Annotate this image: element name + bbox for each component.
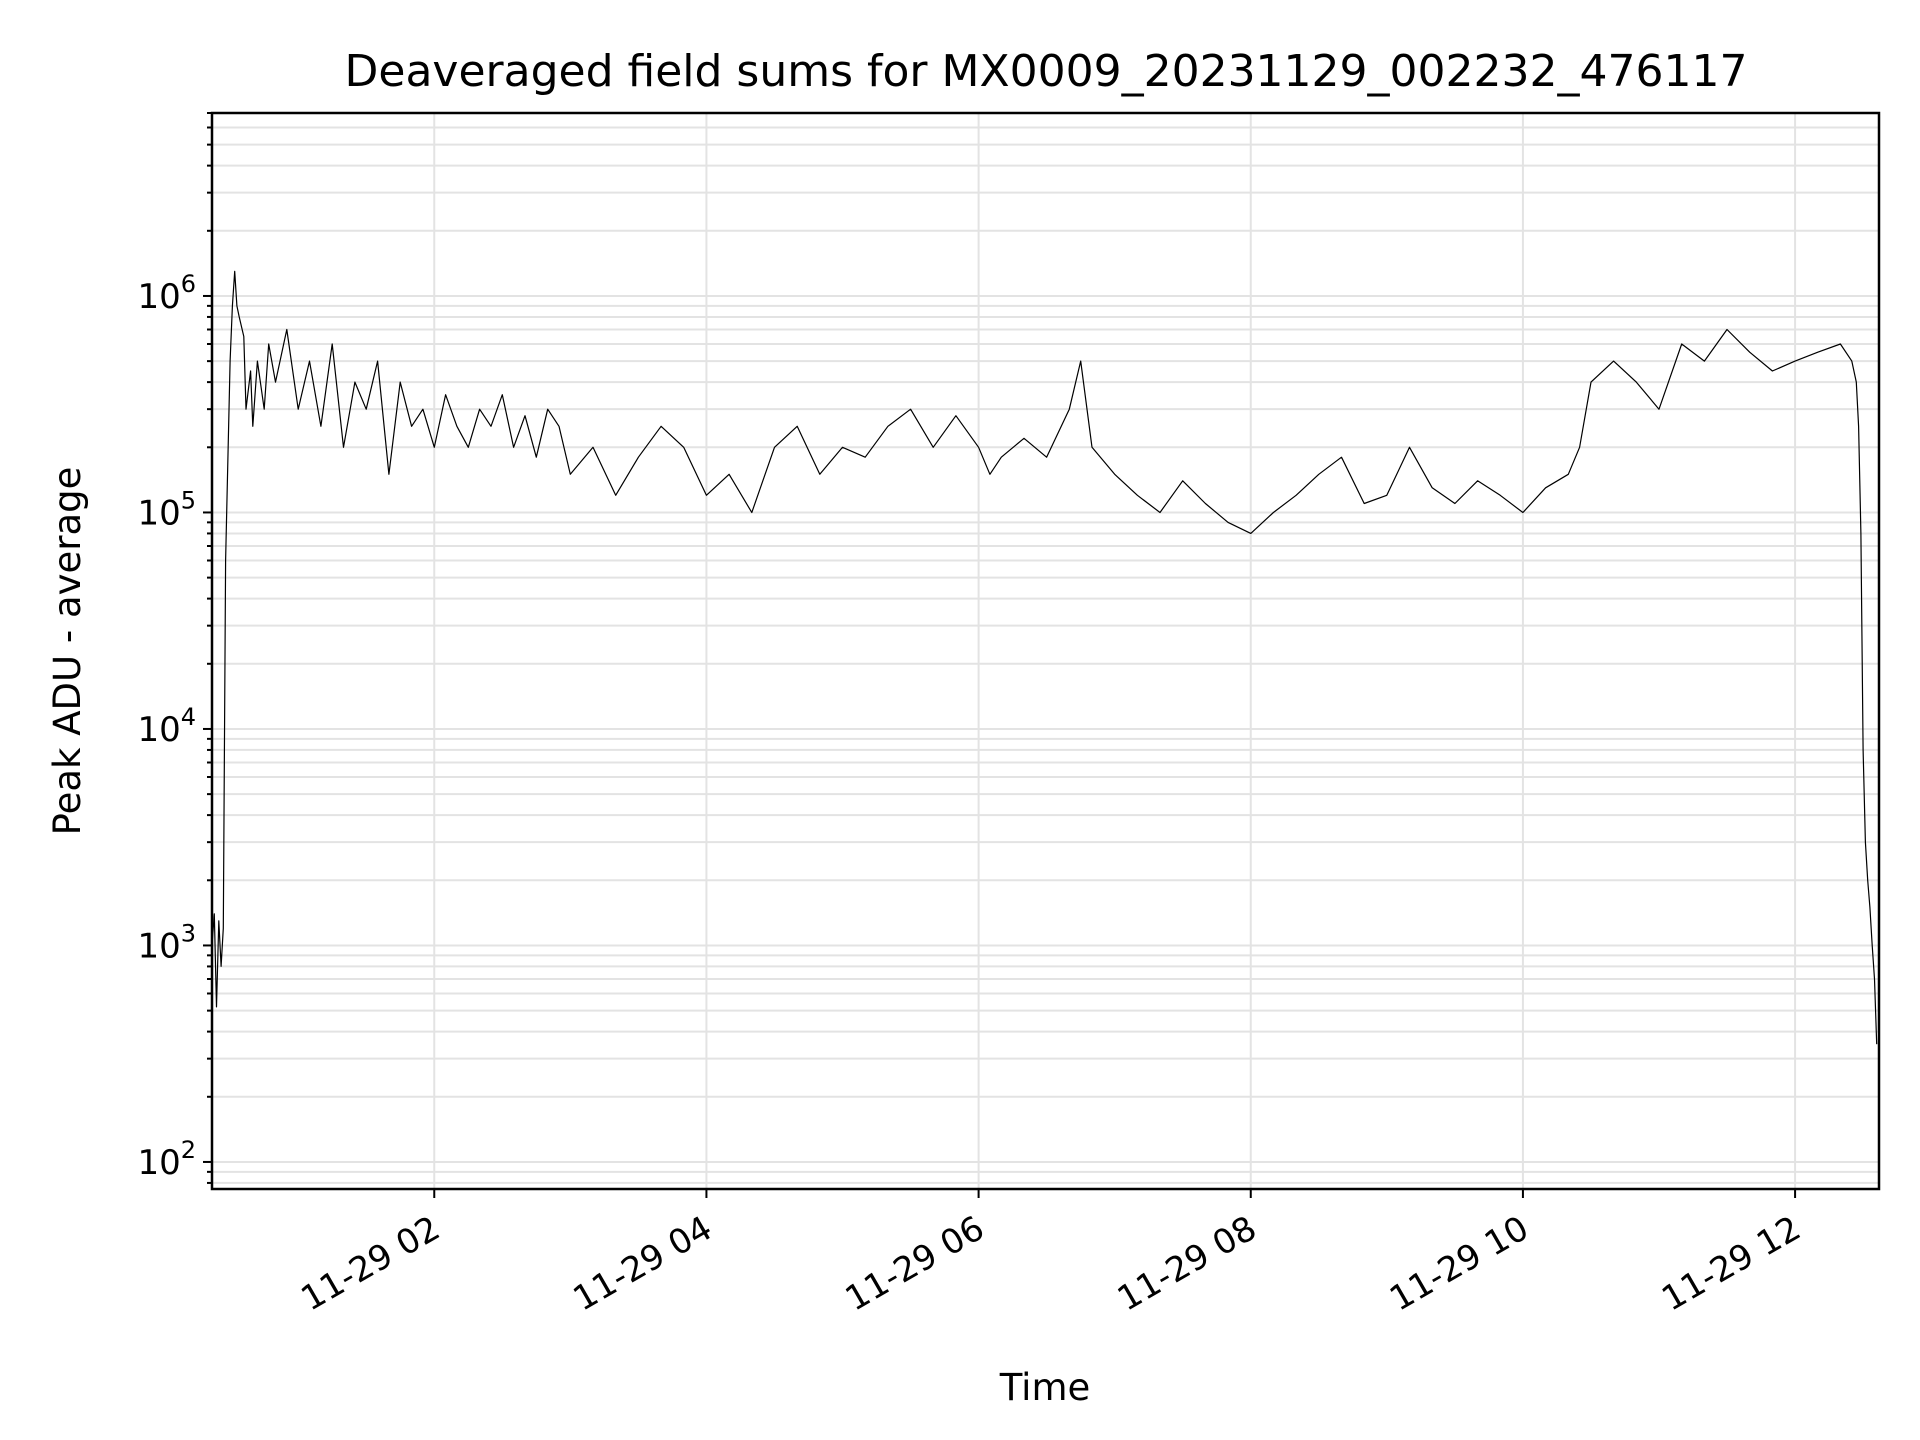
x-axis-label: Time [999, 1366, 1091, 1409]
y-tick-label: 103 [137, 919, 196, 966]
chart-title: Deaveraged field sums for MX0009_2023112… [345, 46, 1748, 97]
grid-lines [212, 112, 1879, 1189]
x-tick-label: 11-29 12 [1655, 1208, 1807, 1319]
x-tick-label: 11-29 10 [1383, 1208, 1535, 1319]
series-line [211, 270, 1878, 1045]
y-tick-label: 105 [137, 486, 196, 533]
plot-frame [210, 111, 1881, 1191]
x-tick-label: 11-29 02 [294, 1208, 446, 1319]
series-layer [211, 270, 1878, 1045]
y-axis-label: Peak ADU - average [46, 467, 89, 836]
x-tick-label: 11-29 08 [1111, 1208, 1263, 1319]
x-tick-label: 11-29 04 [567, 1208, 719, 1319]
axis-ticks: 102 103 104 105 106 11-29 02 11-29 04 11-29 06 1… [137, 112, 1808, 1319]
x-tick-label: 11-29 06 [839, 1208, 991, 1319]
y-tick-label: 106 [137, 270, 196, 317]
y-tick-label: 102 [137, 1136, 196, 1183]
y-tick-label: 104 [137, 703, 196, 750]
